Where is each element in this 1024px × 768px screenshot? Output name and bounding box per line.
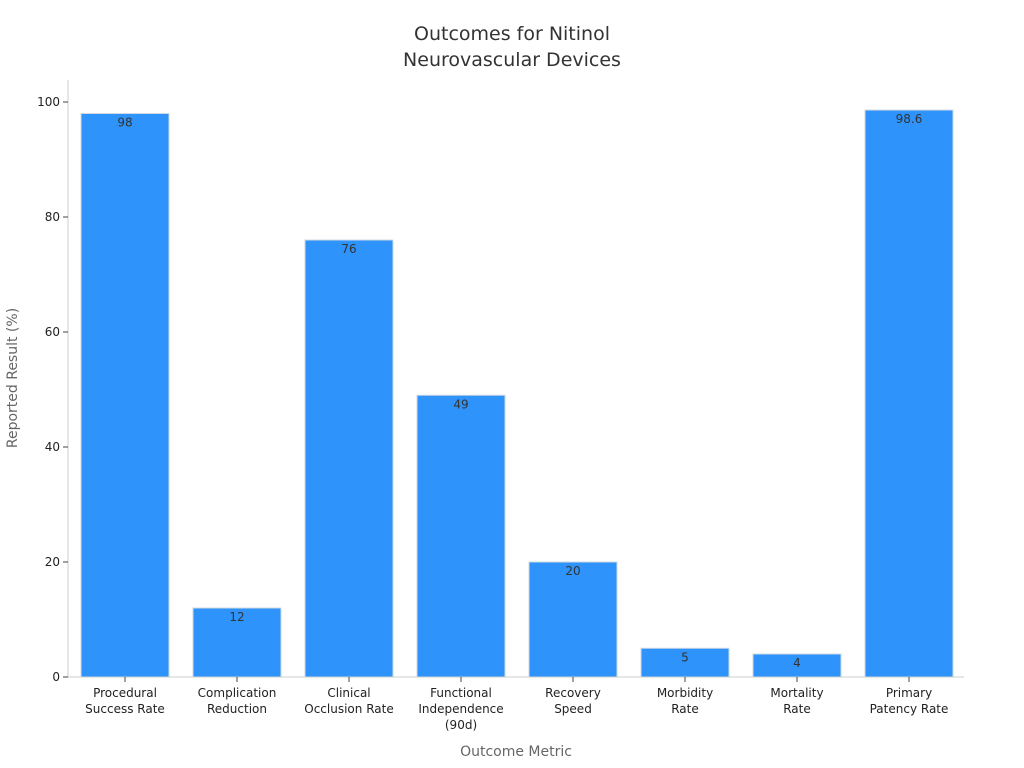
x-tick-label-line: Success Rate xyxy=(85,702,165,716)
bar-value-label-3: 49 xyxy=(453,397,468,411)
x-tick-label-0: Procedural Success Rate xyxy=(85,686,165,716)
bar-value-label-7: 98.6 xyxy=(896,112,923,126)
bar-3 xyxy=(416,394,506,678)
x-tick-label-5: Morbidity Rate xyxy=(657,686,713,716)
x-tick-label-line: Patency Rate xyxy=(870,702,949,716)
bar-series xyxy=(80,109,954,678)
bar-value-label-5: 5 xyxy=(681,650,689,664)
bar-value-labels: 98 12 76 49 20 5 4 98.6 xyxy=(117,112,922,670)
x-tick-label-7: Primary Patency Rate xyxy=(870,686,949,716)
bar-2 xyxy=(304,239,394,678)
bar-7 xyxy=(864,109,954,678)
x-tick-label-1: Complication Reduction xyxy=(198,686,277,716)
x-axis-title: Outcome Metric xyxy=(460,744,572,760)
x-tick-label-line: Rate xyxy=(783,702,811,716)
x-tick-label-line: (90d) xyxy=(445,718,477,732)
x-tick-label-4: Recovery Speed xyxy=(545,686,601,716)
chart-title-line-1: Outcomes for Nitinol xyxy=(414,23,610,45)
x-tick-label-line: Recovery xyxy=(545,686,601,700)
x-tick-label-6: Mortality Rate xyxy=(770,686,823,716)
x-tick-label-line: Rate xyxy=(671,702,699,716)
bar-4 xyxy=(528,561,618,678)
x-tick-label-line: Primary xyxy=(886,686,932,700)
y-axis-title: Reported Result (%) xyxy=(5,308,21,448)
bar-1 xyxy=(192,607,282,678)
x-tick-label-line: Clinical xyxy=(327,686,370,700)
bar-value-label-1: 12 xyxy=(229,610,244,624)
bar-value-label-6: 4 xyxy=(793,656,801,670)
y-tick-label-4: 80 xyxy=(45,210,60,224)
y-tick-label-5: 100 xyxy=(37,95,60,109)
x-tick-label-line: Morbidity xyxy=(657,686,713,700)
y-tick-label-2: 40 xyxy=(45,440,60,454)
x-tick-label-line: Independence xyxy=(418,702,503,716)
x-tick-label-line: Speed xyxy=(554,702,592,716)
x-tick-label-line: Mortality xyxy=(770,686,823,700)
x-axis-ticks: Procedural Success Rate Complication Reduct… xyxy=(85,677,948,732)
chart-title-line-2: Neurovascular Devices xyxy=(403,49,621,71)
y-tick-label-0: 0 xyxy=(52,670,60,684)
x-tick-label-line: Reduction xyxy=(207,702,267,716)
y-tick-label-3: 60 xyxy=(45,325,60,339)
x-tick-label-line: Occlusion Rate xyxy=(304,702,393,716)
y-tick-label-1: 20 xyxy=(45,555,60,569)
y-axis-ticks: 0 20 40 60 80 100 xyxy=(37,95,68,684)
x-tick-label-line: Functional xyxy=(430,686,492,700)
bar-value-label-0: 98 xyxy=(117,116,132,130)
x-tick-label-line: Procedural xyxy=(93,686,157,700)
x-tick-label-3: Functional Independence (90d) xyxy=(418,686,503,732)
bar-value-label-2: 76 xyxy=(341,242,356,256)
bar-value-label-4: 20 xyxy=(565,564,580,578)
x-tick-label-2: Clinical Occlusion Rate xyxy=(304,686,393,716)
bar-5 xyxy=(640,647,730,678)
bar-0 xyxy=(80,113,170,678)
x-tick-label-line: Complication xyxy=(198,686,277,700)
